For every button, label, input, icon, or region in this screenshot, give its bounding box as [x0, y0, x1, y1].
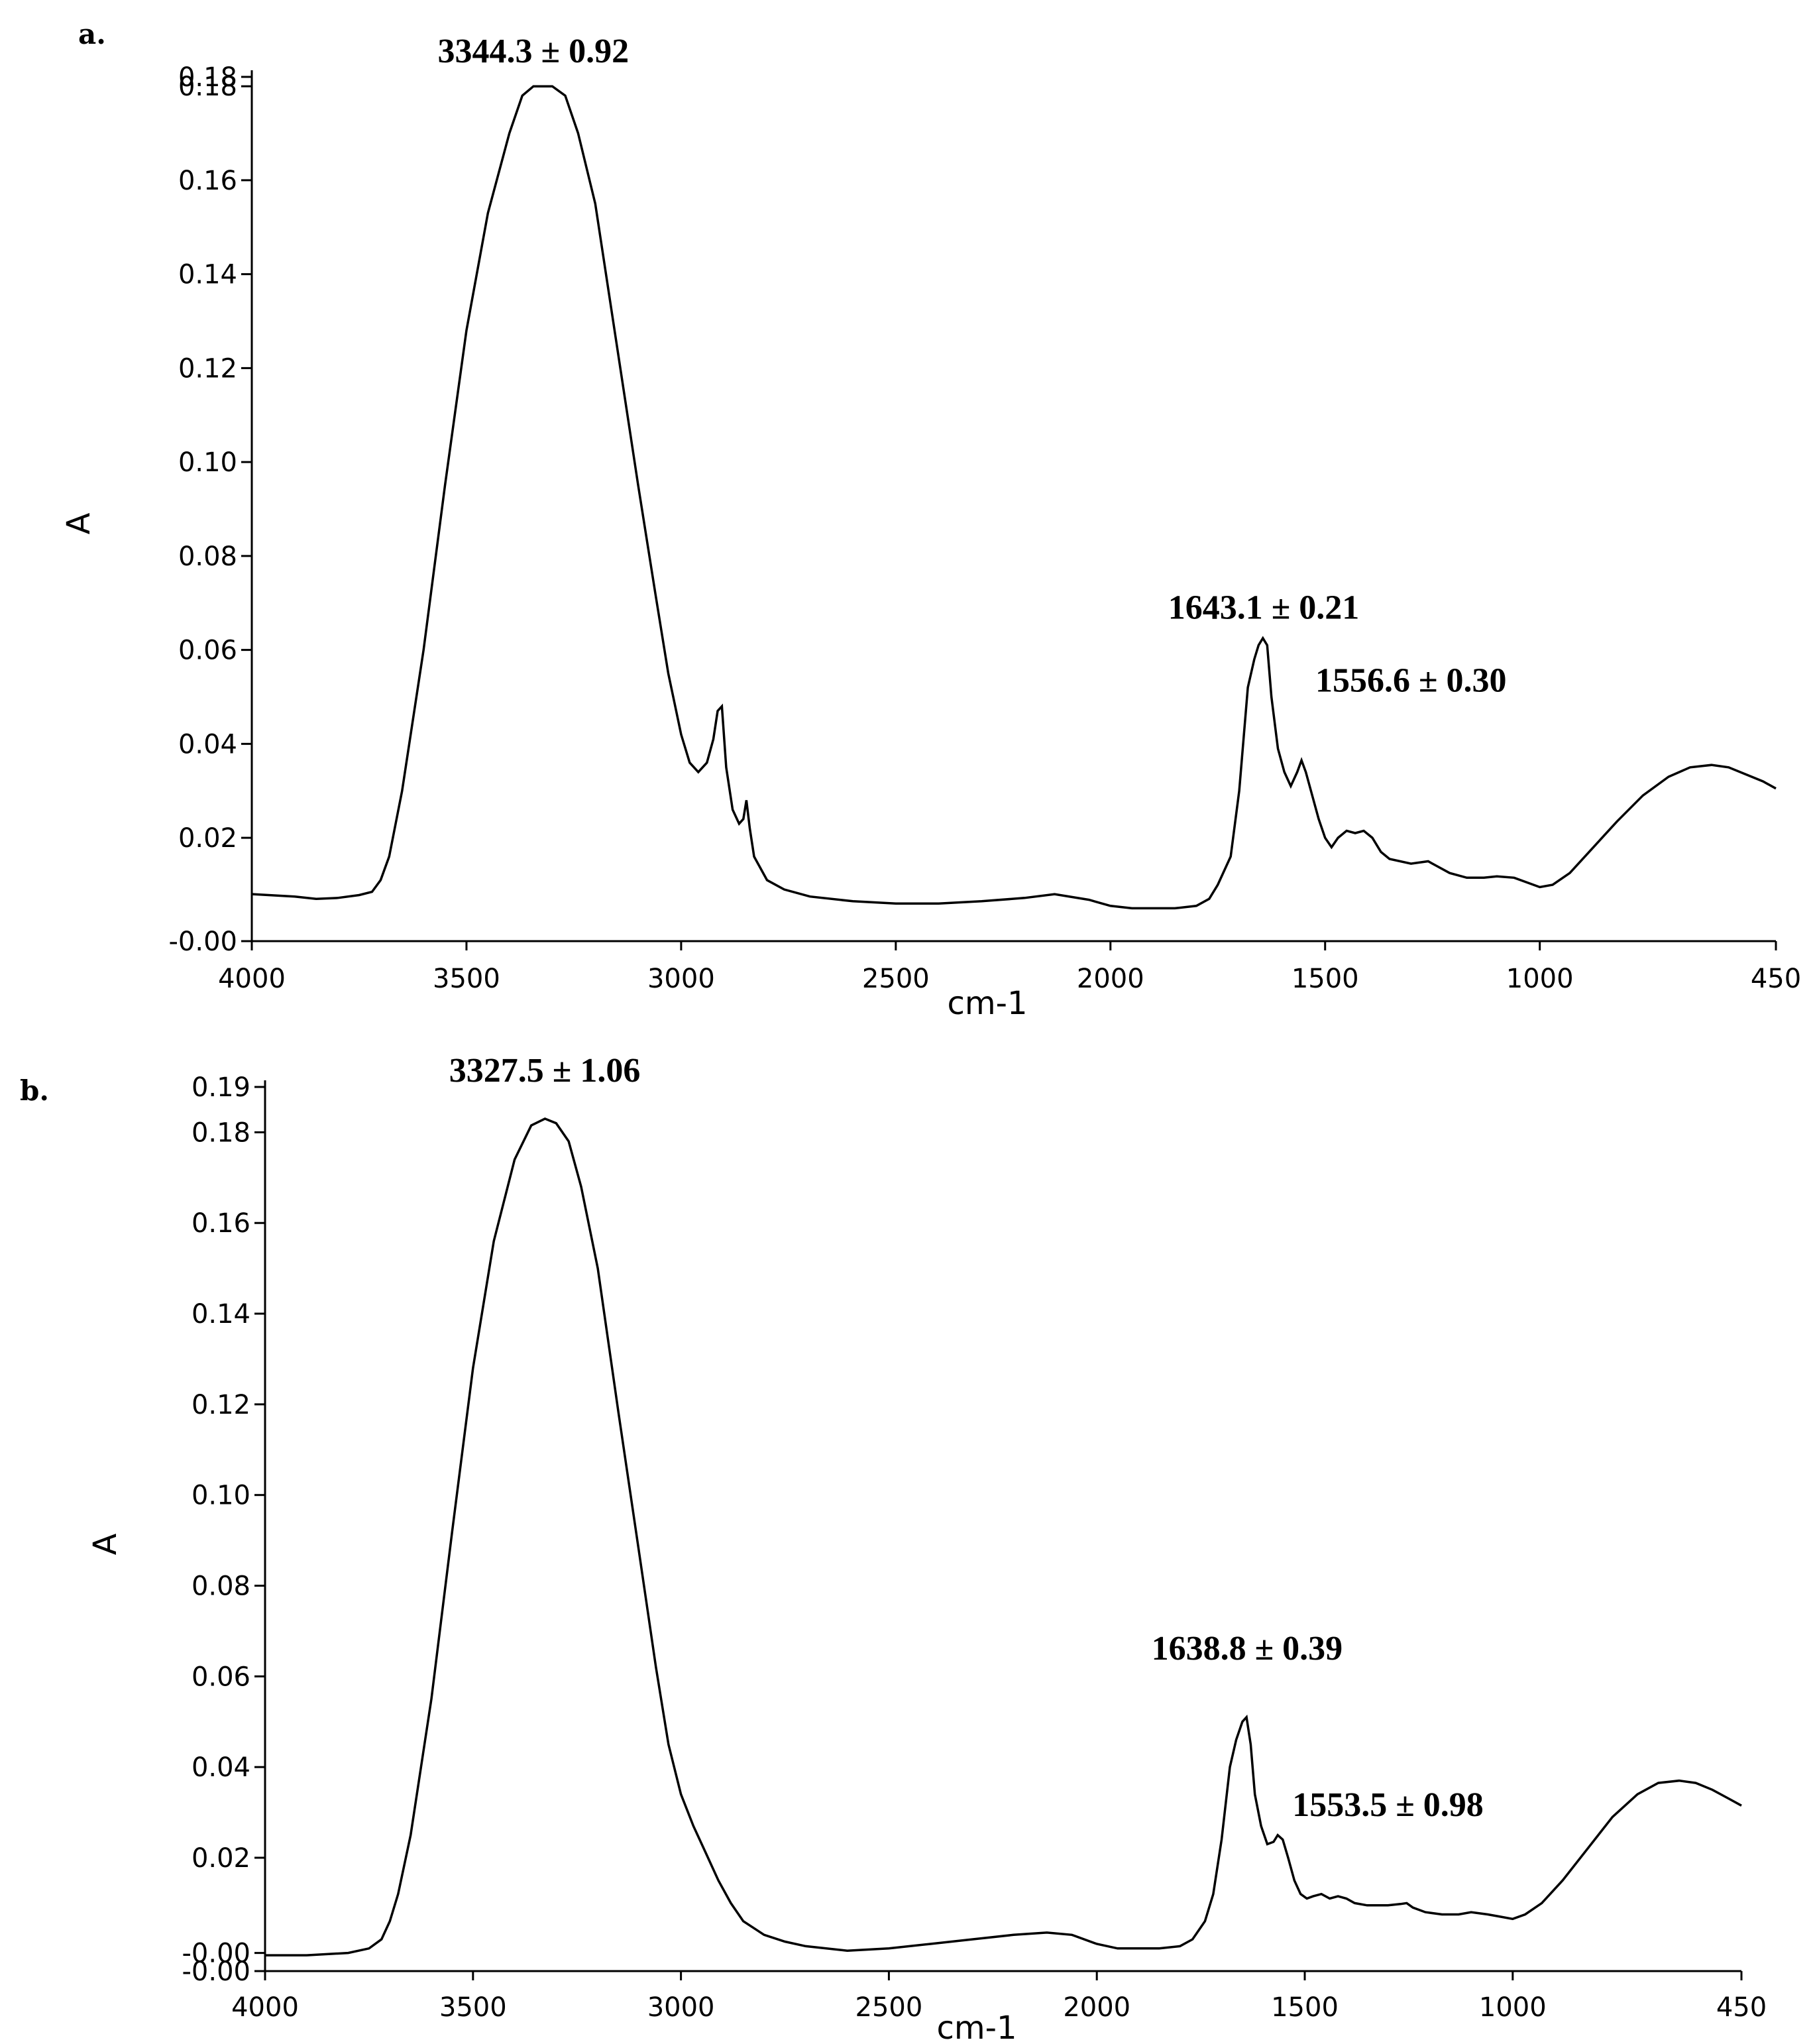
- x-tick-label: 2500: [862, 964, 930, 994]
- x-tick-label: 1000: [1506, 964, 1574, 994]
- x-tick-label: 2500: [855, 1992, 923, 2023]
- y-tick-label: 0.18: [178, 62, 237, 93]
- y-axis-title: A: [60, 512, 97, 534]
- y-tick-label: 0.06: [192, 1662, 250, 1692]
- x-tick-label: 3000: [647, 1992, 715, 2023]
- y-tick-label: 0.04: [192, 1752, 250, 1783]
- x-tick-label: 450: [1716, 1992, 1767, 2023]
- spectrum-line: [251, 85, 1777, 910]
- y-tick-label: 0.08: [178, 541, 237, 572]
- x-axis-title: cm-1: [936, 2010, 1017, 2044]
- panel-label: b.: [20, 1074, 49, 1107]
- y-tick-label: 0.12: [178, 353, 237, 384]
- x-tick-label: 1000: [1479, 1992, 1547, 2023]
- peak-annotation: 1638.8 ± 0.39: [1152, 1630, 1343, 1668]
- peak-annotation: 1553.5 ± 0.98: [1292, 1786, 1484, 1824]
- x-tick-label: 2000: [1077, 964, 1144, 994]
- y-axis-title: A: [87, 1533, 124, 1555]
- x-tick-label: 1500: [1292, 964, 1359, 994]
- y-tick-label: 0.02: [192, 1843, 250, 1874]
- chart-panel-b: b. -0.00-0.00 0.02 0.04 0.06 0.08 0.10 0.12 0.14…: [20, 1052, 1767, 2044]
- x-tick-label: 2000: [1063, 1992, 1130, 2023]
- y-tick-label: 0.14: [192, 1299, 250, 1330]
- y-tick-label: -0.00: [169, 927, 238, 957]
- y-tick-label: 0.08: [192, 1571, 250, 1602]
- peak-annotation: 3327.5 ± 1.06: [449, 1052, 641, 1090]
- y-tick-label: 0.18: [178, 72, 237, 102]
- y-tick-label: 0.10: [178, 447, 237, 478]
- y-tick-label: 0.16: [192, 1208, 250, 1239]
- y-tick-label: 0.19: [192, 1072, 250, 1103]
- spectrum-line: [265, 1117, 1742, 1957]
- y-tick-label: 0.02: [178, 823, 237, 854]
- peak-annotation: 3344.3 ± 0.92: [438, 32, 630, 70]
- y-tick-label: 0.12: [192, 1390, 250, 1420]
- y-tick-label: 0.14: [178, 260, 237, 290]
- y-tick-label: 0.18: [192, 1117, 250, 1148]
- x-axis-title: cm-1: [947, 985, 1027, 1022]
- x-tick-label: 3500: [433, 964, 500, 994]
- x-tick-label: 3500: [439, 1992, 507, 2023]
- y-tick-label: 0.04: [178, 729, 237, 760]
- y-tick-label: 0.16: [178, 166, 237, 196]
- peak-annotation: 1556.6 ± 0.30: [1315, 661, 1507, 699]
- panel-label: a.: [78, 18, 106, 50]
- x-tick-label: 450: [1751, 964, 1801, 994]
- x-tick-label: 4000: [231, 1992, 299, 2023]
- y-tick-label: 0.06: [178, 636, 237, 666]
- y-tick-label: -0.00: [182, 1957, 251, 1987]
- y-tick-label: -0.00: [182, 1939, 251, 1969]
- x-tick-label: 4000: [218, 964, 286, 994]
- x-tick-label: 1500: [1271, 1992, 1339, 2023]
- y-tick-label: 0.10: [192, 1481, 250, 1511]
- peak-annotation: 1643.1 ± 0.21: [1168, 589, 1360, 627]
- x-tick-label: 3000: [647, 964, 715, 994]
- chart-panel-a: a. -0.00 0.02 0.04 0.06 0.08 0.10 0.12 0.14 0.16 0…: [60, 18, 1801, 1022]
